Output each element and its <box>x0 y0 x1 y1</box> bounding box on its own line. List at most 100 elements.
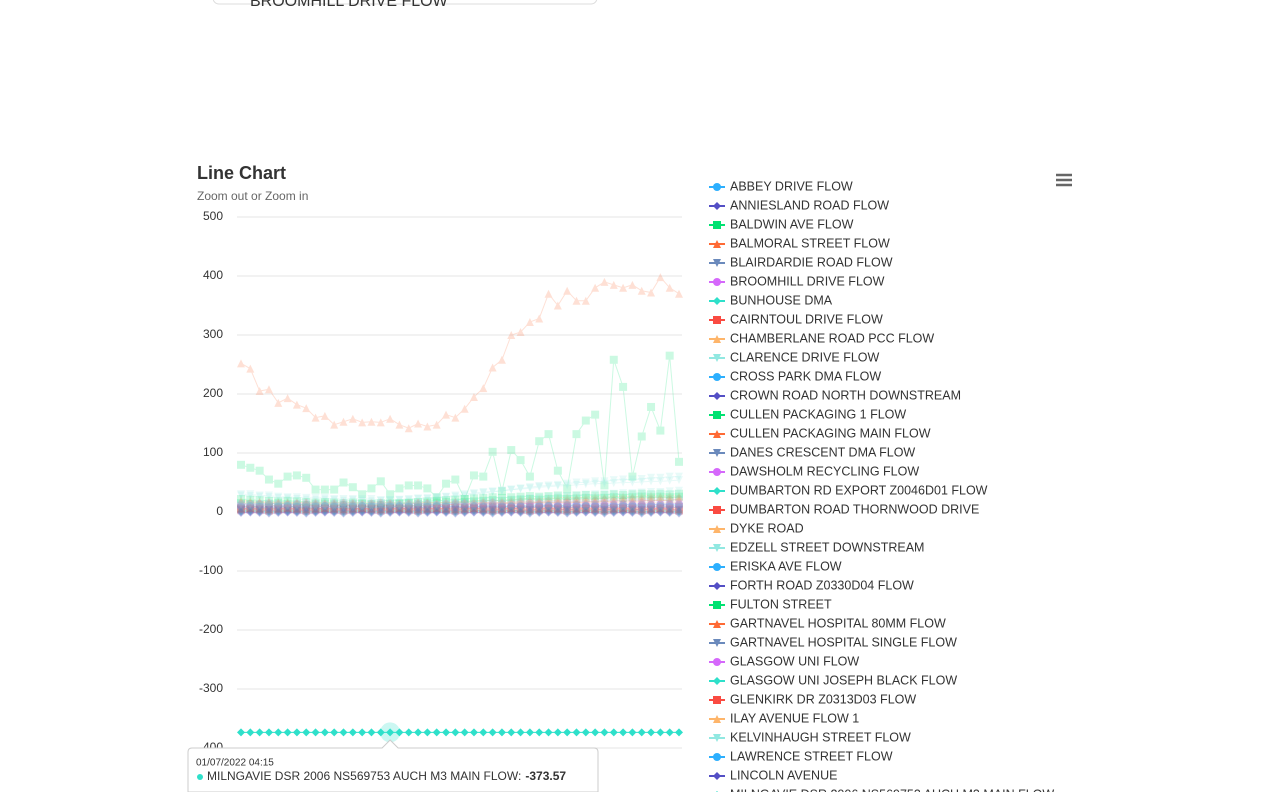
legend-item[interactable]: GLENKIRK DR Z0313D03 FLOW <box>709 692 916 706</box>
legend-item[interactable]: LAWRENCE STREET FLOW <box>709 749 893 763</box>
marker <box>274 504 283 513</box>
marker <box>386 509 395 518</box>
marker <box>544 496 553 505</box>
legend-item[interactable]: BALDWIN AVE FLOW <box>709 217 854 231</box>
marker <box>516 508 525 516</box>
marker <box>713 316 721 324</box>
marker <box>516 501 525 510</box>
marker <box>330 504 339 513</box>
marker <box>339 508 348 516</box>
marker <box>516 497 525 506</box>
marker <box>516 495 525 504</box>
marker <box>311 505 320 514</box>
marker <box>572 296 581 305</box>
legend-item[interactable]: BLAIRDARDIE ROAD FLOW <box>709 255 893 269</box>
marker <box>302 728 311 737</box>
marker <box>525 498 534 507</box>
marker <box>358 505 367 514</box>
marker <box>283 500 292 509</box>
marker <box>367 508 376 516</box>
marker <box>302 500 311 509</box>
legend-item[interactable]: ERISKA AVE FLOW <box>709 559 842 573</box>
marker <box>386 498 395 507</box>
legend-item[interactable]: DYKE ROAD <box>709 521 804 535</box>
marker <box>656 504 665 513</box>
legend-item[interactable]: FULTON STREET <box>709 597 832 611</box>
legend-item[interactable]: FORTH ROAD Z0330D04 FLOW <box>709 578 914 592</box>
marker <box>442 506 451 515</box>
marker <box>302 507 311 516</box>
marker <box>572 499 581 508</box>
marker <box>237 496 245 505</box>
marker <box>451 505 460 514</box>
y-tick-label: -200 <box>199 622 223 636</box>
series-line <box>240 504 680 507</box>
legend-item[interactable]: DAWSHOLM RECYCLING FLOW <box>709 464 919 478</box>
marker <box>432 506 441 515</box>
legend-item[interactable]: CAIRNTOUL DRIVE FLOW <box>709 312 883 326</box>
legend-item[interactable]: BUNHOUSE DMA <box>709 293 833 307</box>
marker <box>479 499 488 508</box>
marker <box>311 502 320 511</box>
legend-item[interactable]: DUMBARTON ROAD THORNWOOD DRIVE <box>709 502 979 516</box>
marker <box>386 506 395 515</box>
marker <box>302 505 311 514</box>
marker <box>713 525 721 533</box>
marker <box>553 503 562 512</box>
legend-item[interactable]: GLASGOW UNI FLOW <box>709 654 859 668</box>
legend-item[interactable]: GARTNAVEL HOSPITAL 80MM FLOW <box>709 616 946 630</box>
marker <box>479 502 488 511</box>
legend-item[interactable]: ABBEY DRIVE FLOW <box>709 179 853 193</box>
marker <box>525 483 534 492</box>
marker <box>451 508 460 517</box>
menu-button[interactable] <box>1050 168 1078 192</box>
series-selector[interactable] <box>212 0 598 5</box>
legend-item[interactable]: KELVINHAUGH STREET FLOW <box>709 730 911 744</box>
legend-item[interactable]: GLASGOW UNI JOSEPH BLACK FLOW <box>709 673 957 687</box>
marker <box>535 498 544 507</box>
marker <box>348 495 357 504</box>
marker <box>432 508 441 517</box>
legend-item[interactable]: CLARENCE DRIVE FLOW <box>709 350 880 364</box>
legend-item[interactable]: ANNIESLAND ROAD FLOW <box>709 198 889 212</box>
marker <box>292 500 301 509</box>
y-tick-label: 400 <box>203 268 223 282</box>
legend-item[interactable]: BROOMHILL DRIVE FLOW <box>709 274 885 288</box>
legend-item[interactable]: DUMBARTON RD EXPORT Z0046D01 FLOW <box>709 483 988 497</box>
marker <box>339 496 348 505</box>
marker <box>292 502 301 511</box>
marker <box>246 506 255 515</box>
legend-item[interactable]: CULLEN PACKAGING 1 FLOW <box>709 407 906 421</box>
marker <box>423 497 432 506</box>
marker <box>423 484 432 493</box>
marker <box>320 507 329 516</box>
marker <box>386 502 395 511</box>
marker <box>442 496 451 505</box>
series <box>237 273 683 433</box>
legend-item[interactable]: BALMORAL STREET FLOW <box>709 236 890 250</box>
marker <box>320 502 329 511</box>
marker <box>339 505 348 514</box>
marker <box>525 507 534 516</box>
legend-item[interactable]: CROSS PARK DMA FLOW <box>709 369 881 383</box>
marker <box>619 508 628 517</box>
marker <box>460 404 469 413</box>
marker <box>619 496 628 505</box>
legend-item[interactable]: LINCOLN AVENUE <box>709 768 837 782</box>
legend-item[interactable]: ILAY AVENUE FLOW 1 <box>709 711 859 725</box>
legend-item[interactable]: CROWN ROAD NORTH DOWNSTREAM <box>709 388 961 402</box>
legend-item[interactable]: MILNGAVIE DSR 2006 NS569753 AUCH M3 MAIN… <box>709 787 1054 792</box>
legend-item[interactable]: EDZELL STREET DOWNSTREAM <box>709 540 924 554</box>
legend-item[interactable]: GARTNAVEL HOSPITAL SINGLE FLOW <box>709 635 957 649</box>
marker <box>283 507 292 516</box>
legend-item[interactable]: CULLEN PACKAGING MAIN FLOW <box>709 426 931 440</box>
marker <box>367 503 376 512</box>
marker <box>713 677 721 685</box>
marker <box>432 502 441 511</box>
marker <box>376 501 385 510</box>
legend-label: CULLEN PACKAGING MAIN FLOW <box>730 426 931 440</box>
marker <box>246 504 255 513</box>
marker <box>283 506 292 515</box>
legend-item[interactable]: CHAMBERLANE ROAD PCC FLOW <box>709 331 934 345</box>
legend-item[interactable]: DANES CRESCENT DMA FLOW <box>709 445 915 459</box>
